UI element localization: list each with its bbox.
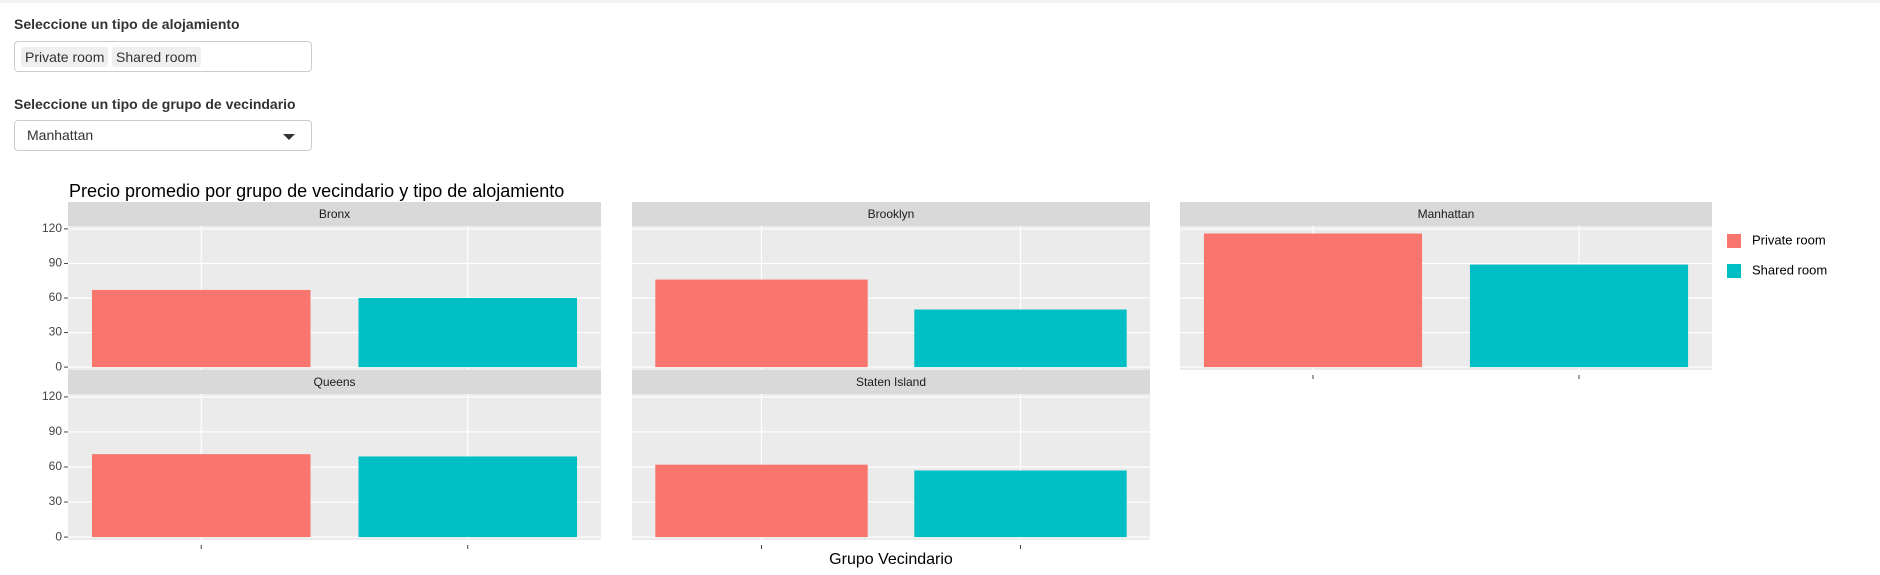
dropdown-arrow [283, 134, 295, 140]
bar [914, 470, 1127, 538]
bar [358, 298, 578, 368]
room-tag[interactable]: Shared room [112, 47, 201, 67]
legend-label: Shared room [1752, 262, 1827, 277]
bar [358, 456, 578, 538]
y-tick-label: 60 [49, 459, 63, 473]
y-tick-label: 0 [55, 359, 62, 373]
strip-label: Staten Island [856, 375, 926, 389]
strip [1180, 202, 1712, 226]
strip [68, 370, 601, 394]
bar [91, 289, 311, 368]
y-tick-label: 30 [49, 325, 63, 339]
strip-label: Queens [313, 375, 355, 389]
y-tick-label: 90 [49, 256, 63, 270]
legend-swatch [1727, 264, 1741, 278]
bar [655, 279, 868, 368]
y-tick-label: 120 [42, 389, 62, 403]
bar [91, 454, 311, 538]
chart-title: Precio promedio por grupo de vecindario … [69, 181, 564, 201]
legend-swatch [1727, 234, 1741, 248]
bar [1469, 264, 1689, 368]
group-label: Seleccione un tipo de grupo de vecindari… [14, 96, 296, 112]
y-tick-label: 0 [55, 529, 62, 543]
bar [655, 464, 868, 538]
room-tag[interactable]: Private room [21, 47, 109, 67]
top-bar [0, 0, 1880, 3]
strip [632, 370, 1150, 394]
strip-label: Bronx [319, 207, 350, 221]
bar [1203, 233, 1423, 368]
y-tick-label: 90 [49, 424, 63, 438]
strip [632, 202, 1150, 226]
y-tick-label: 120 [42, 221, 62, 235]
legend-label: Private room [1752, 232, 1826, 247]
room-label: Seleccione un tipo de alojamiento [14, 16, 240, 32]
room-select[interactable]: Private room Shared room [14, 41, 312, 72]
y-tick-label: 30 [49, 494, 63, 508]
group-value: Manhattan [27, 127, 94, 143]
strip-label: Brooklyn [868, 207, 915, 221]
group-select[interactable]: Manhattan [14, 120, 312, 151]
y-tick-label: 60 [49, 290, 63, 304]
strip-label: Manhattan [1418, 207, 1475, 221]
x-axis-title: Grupo Vecindario [829, 551, 953, 568]
strip [68, 202, 601, 226]
bar [914, 309, 1127, 368]
